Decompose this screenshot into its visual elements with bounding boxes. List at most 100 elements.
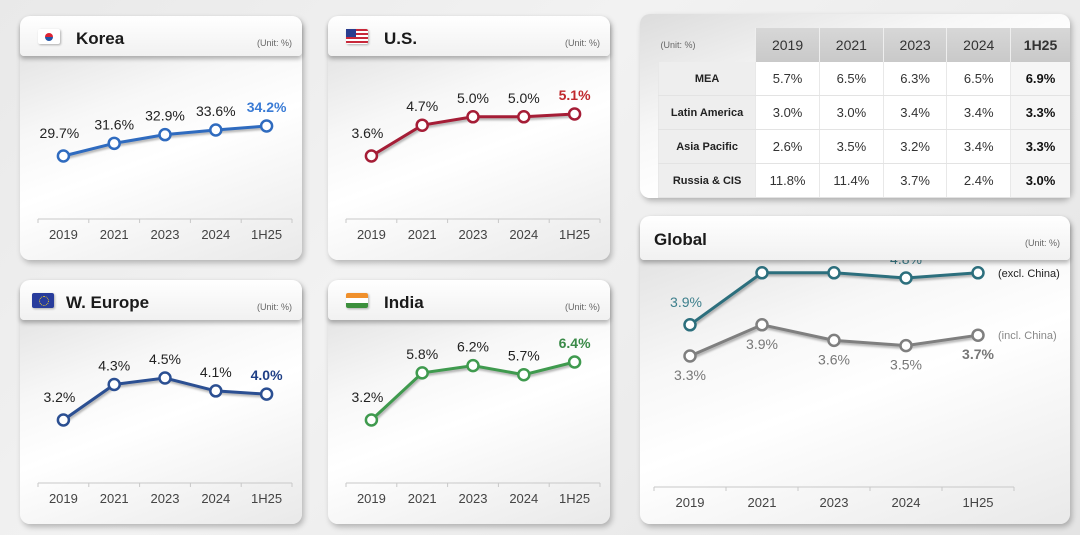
- korea-data-label: 34.2%: [247, 99, 287, 115]
- global-excl-china-point: [899, 271, 913, 285]
- global-excl-china-point: [683, 318, 697, 332]
- india-point: [364, 413, 379, 427]
- table-row: MEA 5.7% 6.5% 6.3% 6.5% 6.9%: [657, 62, 1070, 96]
- weurope-point: [56, 413, 71, 427]
- table-cell: 5.7%: [755, 62, 820, 96]
- table-row: Latin America 3.0% 3.0% 3.4% 3.4% 3.3%: [657, 95, 1070, 130]
- global-x-tick-label: 2023: [820, 495, 849, 510]
- weurope-point: [107, 377, 121, 392]
- india-x-tick-label: 2024: [509, 491, 538, 506]
- table-cell: 3.4%: [946, 129, 1011, 164]
- table-col-header: 2019: [755, 28, 820, 62]
- us-point: [364, 149, 379, 163]
- india-x-tick-label: 2021: [408, 491, 437, 506]
- korea-x-tick-label: 2019: [49, 227, 78, 242]
- global-incl-china-point: [827, 333, 841, 348]
- weurope-chart: 2019 2021 2023 2024 1H25 3.2% 4.3% 4.5% 4.1% 4.0%: [37, 351, 293, 506]
- india-data-label: 5.7%: [508, 348, 540, 364]
- us-data-label: 5.0%: [508, 90, 540, 106]
- us-point: [567, 107, 582, 121]
- korea-x-tick-label: 2024: [201, 227, 230, 242]
- korea-data-label: 29.7%: [40, 125, 80, 141]
- table-col-header: 2021: [818, 28, 884, 62]
- global-incl-china-point: [899, 338, 913, 353]
- table-row-header: Russia & CIS: [657, 163, 756, 198]
- weurope-x-tick-label: 1H25: [251, 491, 282, 506]
- global-excl-china-data-label: 3.9%: [670, 294, 702, 310]
- weurope-point: [259, 387, 274, 401]
- region-table: (Unit: %) 2019 2021 2023 2024 1H25 MEA 5…: [657, 28, 1070, 198]
- us-card-header: U.S. (Unit: %): [328, 16, 610, 56]
- weurope-title: W. Europe: [66, 293, 150, 312]
- table-cell: 3.0%: [1010, 163, 1070, 198]
- table-cell: 11.8%: [755, 163, 820, 198]
- global-incl-china-data-label: 3.9%: [746, 336, 778, 352]
- korea-point: [56, 149, 71, 163]
- table-cell: 3.0%: [755, 95, 820, 130]
- weurope-card-header: W. Europe (Unit: %): [20, 280, 302, 320]
- korea-card-header: Korea (Unit: %): [20, 16, 302, 56]
- table-cell: 6.9%: [1010, 62, 1070, 96]
- india-point: [517, 367, 531, 382]
- weurope-x-tick-label: 2023: [151, 491, 180, 506]
- table-cell: 3.0%: [818, 95, 884, 130]
- india-data-label: 5.8%: [406, 346, 438, 362]
- table-unit-label: (Unit: %): [660, 40, 696, 50]
- eu-flag-icon: [32, 293, 54, 308]
- table-cell: 3.3%: [1010, 129, 1070, 164]
- us-x-tick-label: 2019: [357, 227, 386, 242]
- global-title: Global: [654, 230, 707, 249]
- weurope-card: 2019 2021 2023 2024 1H25 3.2% 4.3% 4.5% 4.1% 4.0%…: [20, 280, 302, 524]
- global-incl-china-data-label: 3.6%: [818, 351, 850, 367]
- korea-x-tick-label: 1H25: [251, 227, 282, 242]
- global-excl-china-point: [827, 266, 841, 280]
- global-x-tick-label: 1H25: [962, 495, 993, 510]
- global-x-tick-label: 2019: [676, 495, 705, 510]
- table-col-header: 1H25: [1010, 28, 1070, 62]
- us-data-label: 5.1%: [559, 87, 591, 103]
- us-point: [466, 110, 480, 124]
- table-col-header: 2023: [882, 28, 947, 62]
- weurope-x-tick-label: 2019: [49, 491, 78, 506]
- india-point: [466, 358, 480, 373]
- korea-x-tick-label: 2021: [100, 227, 129, 242]
- global-unit-label: (Unit: %): [1024, 238, 1060, 248]
- weurope-x-tick-label: 2024: [201, 491, 230, 506]
- weurope-data-label: 4.1%: [200, 364, 232, 380]
- weurope-x-tick-label: 2021: [100, 491, 129, 506]
- global-incl-china-point: [683, 349, 697, 363]
- us-unit-label: (Unit: %): [564, 38, 600, 48]
- india-card-header: India (Unit: %): [328, 280, 610, 320]
- global-legend-incl-china: (incl. China): [998, 330, 1057, 342]
- table-row-header: Asia Pacific: [657, 129, 756, 164]
- global-incl-china-point: [755, 318, 769, 332]
- korea-chart: 2019 2021 2023 2024 1H25 29.7% 31.6% 32.9% 33.6%…: [37, 99, 293, 242]
- india-unit-label: (Unit: %): [564, 302, 600, 312]
- global-incl-china-data-label: 3.3%: [674, 367, 706, 383]
- india-data-label: 6.4%: [559, 335, 591, 351]
- korea-data-label: 31.6%: [94, 116, 134, 132]
- us-title: U.S.: [384, 29, 418, 48]
- us-x-tick-label: 2024: [509, 227, 538, 242]
- weurope-data-label: 4.5%: [149, 351, 181, 367]
- us-x-tick-label: 2023: [459, 227, 488, 242]
- table-cell: 3.3%: [1010, 95, 1070, 130]
- table-row: Asia Pacific 2.6% 3.5% 3.2% 3.4% 3.3%: [657, 129, 1070, 164]
- table-cell: 3.2%: [882, 129, 947, 164]
- table-cell: 3.4%: [946, 95, 1011, 130]
- global-excl-china-point: [755, 266, 769, 280]
- korea-x-tick-label: 2023: [151, 227, 180, 242]
- global-x-tick-label: 2024: [892, 495, 921, 510]
- weurope-point: [209, 384, 223, 398]
- us-x-tick-label: 2021: [408, 227, 437, 242]
- india-title: India: [384, 293, 424, 312]
- india-flag-icon: [346, 293, 368, 308]
- korea-point: [107, 136, 121, 151]
- global-incl-china-point: [971, 328, 985, 342]
- global-card: 2019 2021 2023 2024 1H25 3.3% 3.9% 3.6% 3.5% 3.7%…: [640, 216, 1070, 524]
- table-cell: 6.5%: [818, 62, 884, 96]
- korea-data-label: 32.9%: [145, 108, 185, 124]
- india-x-tick-label: 2023: [459, 491, 488, 506]
- global-incl-china-data-label: 3.7%: [962, 346, 994, 362]
- global-incl-china-data-label: 3.5%: [890, 357, 922, 373]
